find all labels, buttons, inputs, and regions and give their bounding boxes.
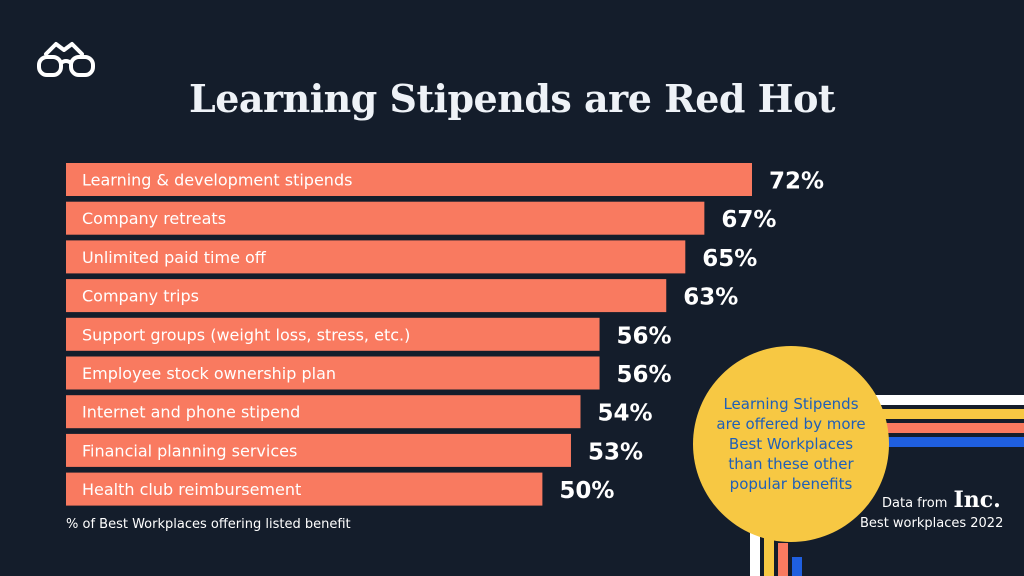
decorative-stripes (750, 395, 1024, 576)
bar-category-label: Internet and phone stipend (82, 403, 300, 422)
bar-value-label: 54% (598, 401, 653, 427)
bar-group: Health club reimbursement 50% (66, 472, 614, 506)
bar (66, 433, 571, 467)
bar-category-label: Health club reimbursement (82, 480, 301, 499)
bar-category-label: Company retreats (82, 209, 226, 228)
bar-group: Unlimited paid time off 65% (66, 240, 757, 274)
bar-group: Internet and phone stipend 54% (66, 395, 653, 429)
deco-stripe-vertical (750, 515, 760, 576)
inc-brand-logo: Inc. (953, 487, 1001, 513)
deco-stripe-vertical (792, 557, 802, 576)
source-line2: Best workplaces 2022 (860, 516, 1004, 531)
bar-category-label: Employee stock ownership plan (82, 364, 336, 383)
bar-value-label: 63% (683, 285, 738, 311)
bar-category-label: Financial planning services (82, 441, 297, 460)
bar-category-label: Unlimited paid time off (82, 248, 267, 267)
callout-circle: Learning Stipends are offered by more Be… (693, 346, 889, 542)
bar-group: Company retreats 67% (66, 201, 776, 235)
bar (66, 240, 686, 274)
bar-group: Company trips 63% (66, 279, 738, 313)
deco-stripe-vertical (764, 529, 774, 576)
deco-stripe-vertical (778, 543, 788, 576)
bar-group: Learning & development stipends 72% (66, 163, 824, 196)
bar (66, 201, 705, 235)
glasses-logo-icon (37, 42, 95, 77)
bar-group: Support groups (weight loss, stress, etc… (66, 317, 672, 351)
bar (66, 317, 600, 351)
bar (66, 279, 667, 313)
bar-category-label: Company trips (82, 287, 199, 306)
deco-stripe-horizontal (790, 395, 1024, 405)
bar (66, 395, 581, 429)
deco-stripe-horizontal (818, 423, 1024, 433)
bar-value-label: 56% (617, 362, 672, 388)
source-credit: Data from Inc. Best workplaces 2022 (860, 487, 1010, 534)
bar-category-label: Support groups (weight loss, stress, etc… (82, 325, 410, 344)
bar (66, 356, 600, 390)
bar (66, 472, 543, 506)
bar-value-label: 56% (617, 323, 672, 349)
bar-value-label: 50% (559, 478, 614, 504)
bar-value-label: 72% (769, 169, 824, 195)
deco-stripe-horizontal (832, 437, 1024, 447)
bar-value-label: 65% (702, 246, 757, 272)
chart-title: Learning Stipends are Red Hot (189, 76, 835, 121)
source-prefix: Data from (882, 496, 948, 511)
chart-footnote: % of Best Workplaces offering listed ben… (66, 517, 351, 532)
bar-group: Employee stock ownership plan 56% (66, 356, 672, 390)
bar-category-label: Learning & development stipends (82, 171, 352, 190)
bar-value-label: 67% (721, 207, 776, 233)
bar (66, 163, 752, 196)
bar-group: Financial planning services 53% (66, 433, 643, 467)
bar-value-label: 53% (588, 439, 643, 465)
deco-stripe-horizontal (804, 409, 1024, 419)
